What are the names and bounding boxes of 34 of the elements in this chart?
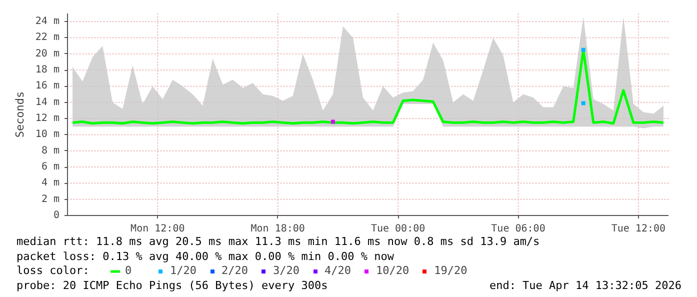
- legend-label: 19/20: [434, 264, 468, 277]
- text: end: Tue Apr 14 13:32:05 2026: [489, 279, 682, 292]
- x-tick-label: Tue 00:00: [370, 224, 426, 234]
- y-tick-label: 24 m: [35, 16, 60, 28]
- y-tick-label: 20 m: [35, 48, 60, 60]
- y-tick-label: 12 m: [35, 113, 60, 124]
- x-tick-label: Mon 18:00: [250, 224, 305, 234]
- text: median rtt: 11.8 ms avg 20.5 ms max 11.3 ms min 11.6 ms now 0.8 ms sd 13.9 am/s: [16, 235, 540, 248]
- y-tick-label: 2 m: [41, 194, 60, 205]
- y-tick-label: 22 m: [35, 32, 60, 44]
- legend-label: 1/20: [170, 264, 196, 277]
- legend-label: 4/20: [324, 264, 351, 277]
- text: probe: 20 ICMP Echo Pings (56 Bytes) every 300s: [16, 279, 328, 292]
- legend-label: 3/20: [273, 264, 300, 277]
- y-tick-label: 8 m: [41, 145, 60, 156]
- y-tick-label: 6 m: [41, 162, 60, 173]
- legend-title: loss color:: [16, 264, 90, 277]
- y-axis-title: Seconds: [13, 91, 26, 138]
- text: packet loss: 0.13 % avg 40.00 % max 0.00 % min 0.00 % now: [16, 250, 394, 263]
- y-tick-label: 10 m: [35, 129, 60, 140]
- x-tick-label: Tue 12:00: [611, 224, 666, 234]
- point: [581, 48, 586, 52]
- y-tick-label: 4 m: [41, 178, 60, 189]
- y-tick-label: 14 m: [35, 96, 60, 108]
- y-tick-label: 16 m: [35, 80, 60, 92]
- point: [581, 101, 586, 106]
- y-tick-label: 0: [53, 210, 60, 221]
- point: [330, 120, 335, 124]
- x-tick-label: Mon 12:00: [130, 224, 185, 234]
- legend-label: 10/20: [376, 264, 410, 277]
- y-tick-label: 18 m: [35, 64, 60, 76]
- x-tick-label: Tue 06:00: [491, 224, 546, 234]
- legend-label: 2/20: [222, 264, 248, 277]
- legend-label: 0: [125, 264, 133, 277]
